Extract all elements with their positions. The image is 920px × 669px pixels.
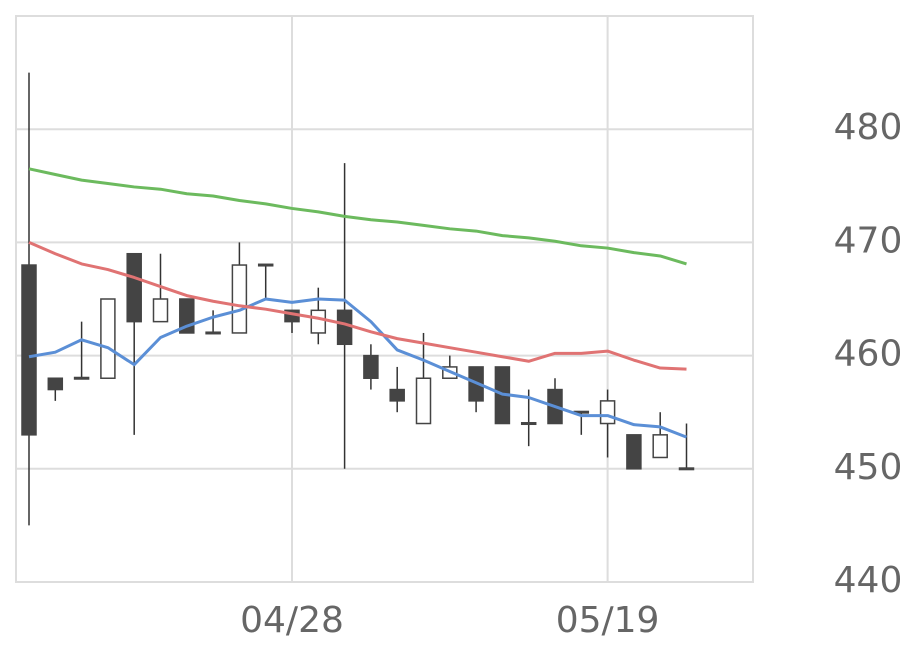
candle-body — [626, 434, 642, 470]
candle-body — [310, 309, 327, 334]
candle-body — [21, 264, 37, 436]
candle-body — [652, 434, 668, 459]
candle-body — [205, 331, 221, 335]
plot-frame — [15, 15, 754, 583]
x-tick-label: 04/28 — [240, 600, 344, 641]
candle-body — [231, 264, 248, 334]
candle-body — [152, 298, 169, 323]
ma-line — [28, 297, 688, 439]
candle-body — [47, 377, 64, 391]
candle-body — [257, 263, 274, 267]
candle-body — [73, 376, 90, 380]
ma-line — [28, 167, 687, 266]
candle-body — [100, 298, 116, 379]
candle-body — [599, 400, 616, 425]
candle-body — [678, 467, 695, 471]
y-tick-label: 460 — [834, 334, 903, 375]
candle-body — [389, 388, 405, 402]
x-tick-label: 05/19 — [556, 600, 660, 641]
candle-body — [363, 354, 379, 379]
candle-body — [126, 252, 142, 323]
y-tick-label: 440 — [834, 560, 903, 601]
y-tick-label: 470 — [834, 220, 903, 261]
candle-body — [415, 377, 432, 425]
candle-body — [520, 422, 537, 426]
ma-line — [28, 241, 687, 371]
y-tick-label: 450 — [834, 447, 903, 488]
candle-body — [336, 309, 353, 346]
y-tick-label: 480 — [834, 107, 903, 148]
